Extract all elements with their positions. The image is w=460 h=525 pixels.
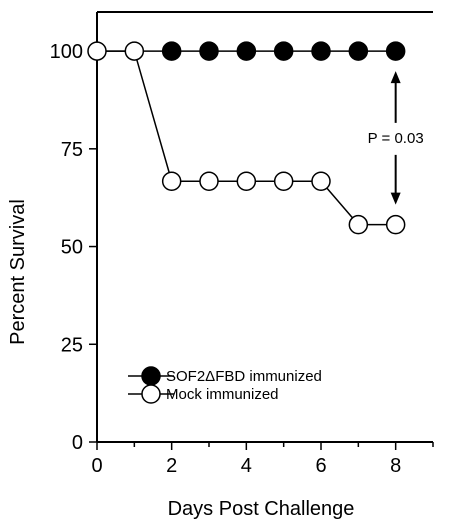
y-axis-title: Percent Survival [7, 199, 29, 345]
ticks: 0 2 4 6 8 0 25 50 75 100 [50, 41, 434, 477]
x-tick-label: 4 [241, 455, 252, 477]
data-point-series-0 [273, 41, 294, 61]
legend-label-sof2: SOF2ΔFBD immunized [166, 368, 322, 385]
data-point-series-0 [385, 41, 406, 61]
y-tick-label: 75 [61, 139, 83, 161]
y-tick-label: 100 [50, 41, 83, 63]
x-tick-label: 2 [166, 455, 177, 477]
data-point-series-1 [385, 214, 406, 235]
series-lines [97, 50, 396, 226]
data-point-series-1 [199, 171, 219, 192]
y-tick-label: 50 [61, 237, 83, 259]
axes [96, 11, 433, 443]
y-tick-label: 0 [72, 432, 83, 454]
data-point-series-0 [199, 41, 219, 61]
data-point-series-1 [236, 171, 257, 192]
y-tick-label: 25 [61, 334, 83, 356]
data-point-series-1 [311, 171, 331, 192]
data-point-series-1 [273, 171, 294, 192]
x-tick-label: 6 [315, 455, 326, 477]
x-axis-title: Days Post Challenge [168, 498, 355, 520]
x-tick-label: 0 [91, 455, 102, 477]
series-points [87, 41, 406, 235]
p-value-annotation: P = 0.03 [368, 71, 424, 205]
data-point-series-0 [236, 41, 257, 61]
x-tick-label: 8 [390, 455, 401, 477]
data-point-series-1 [124, 41, 145, 61]
data-point-series-0 [161, 41, 182, 61]
series-line-1 [97, 50, 396, 226]
legend: SOF2ΔFBD immunized Mock immunized [128, 366, 322, 404]
legend-label-mock: Mock immunized [166, 386, 279, 403]
data-point-series-1 [161, 171, 182, 192]
data-point-series-1 [348, 214, 369, 235]
annotation-arrowhead-down [390, 192, 401, 205]
data-point-series-0 [311, 41, 331, 61]
p-value-label: P = 0.03 [368, 130, 424, 147]
legend-marker-mock [141, 384, 161, 404]
data-point-series-1 [87, 41, 107, 61]
legend-marker-sof2 [141, 366, 161, 386]
annotation-arrowhead-up [390, 71, 401, 84]
data-point-series-0 [348, 41, 369, 61]
